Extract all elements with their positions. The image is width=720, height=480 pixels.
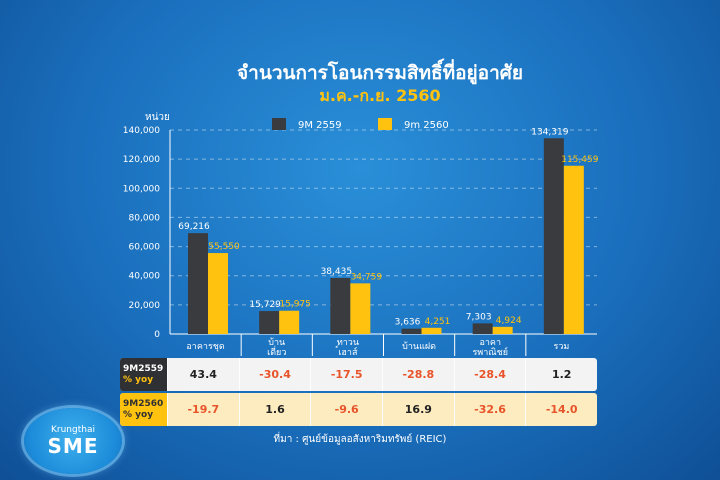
y-tick-label: 140,000 — [123, 126, 160, 136]
y-tick-label: 120,000 — [123, 155, 160, 165]
row-label-text: 9M2560 — [123, 398, 164, 409]
bar — [330, 277, 351, 334]
y-tick-label: 0 — [154, 330, 160, 340]
data-label: 3,636 — [395, 318, 421, 328]
data-label: 7,303 — [466, 312, 492, 322]
data-label: 69,216 — [178, 222, 210, 232]
table-cell: 1.2 — [525, 358, 597, 391]
data-label: 15,729 — [249, 300, 281, 310]
krungthai-sme-logo: Krungthai SME — [24, 408, 122, 474]
data-label: 15,975 — [279, 300, 311, 310]
bar — [350, 283, 371, 334]
x-tick-label: บ้าน — [268, 337, 285, 348]
data-label: 4,251 — [425, 317, 451, 327]
x-tick-label: รพาณิชย์ — [472, 346, 508, 358]
yoy-row-2560: 9M2560 % yoy -19.7 1.6 -9.6 16.9 -32.6 -… — [120, 393, 597, 426]
x-tick-label: อาคา — [479, 338, 501, 348]
table-cell: -32.6 — [453, 393, 526, 426]
table-cell: -19.7 — [167, 393, 239, 426]
bar — [472, 323, 493, 334]
bar — [543, 138, 564, 334]
y-tick-label: 80,000 — [129, 213, 161, 223]
source-note: ที่มา : ศูนย์ข้อมูลอสังหาริมทรัพย์ (REIC… — [273, 434, 447, 445]
y-tick-label: 40,000 — [129, 272, 161, 282]
table-cell: -28.8 — [382, 358, 454, 391]
row-label-sub: % yoy — [123, 409, 154, 420]
x-tick-label: บ้านแฝด — [402, 341, 436, 352]
legend-swatch — [378, 118, 392, 130]
x-tick-label: อาคารชุด — [186, 342, 224, 352]
x-tick-label: ์เฮาส์ — [335, 345, 358, 358]
bar — [188, 233, 208, 334]
bar — [563, 165, 584, 334]
table-cell: -28.4 — [453, 358, 526, 391]
data-label: 55,550 — [208, 242, 240, 252]
legend-label: 9m 2560 — [404, 120, 449, 131]
table-cell: -14.0 — [525, 393, 597, 426]
x-tick-label: รวม — [554, 342, 570, 352]
bar — [401, 328, 422, 334]
row-label-2559: 9M2559 % yoy — [120, 358, 167, 391]
table-cell: 1.6 — [238, 393, 311, 426]
data-label: 4,924 — [496, 316, 522, 326]
y-tick-label: 100,000 — [123, 184, 160, 194]
data-label: 38,435 — [321, 267, 353, 277]
row-label-sub: % yoy — [123, 374, 154, 385]
row-label-text: 9M2559 — [123, 363, 164, 374]
table-cell: -30.4 — [238, 358, 311, 391]
logo-main-text: SME — [47, 434, 99, 458]
bar — [208, 253, 228, 334]
table-cell: -17.5 — [310, 358, 382, 391]
chart-subtitle: ม.ค.-ก.ย. 2560 — [319, 86, 441, 105]
x-tick-label: เดี่ยว — [267, 345, 286, 358]
row-label-2560: 9M2560 % yoy — [120, 393, 167, 426]
legend-label: 9M 2559 — [298, 120, 342, 131]
table-cell: 43.4 — [167, 358, 239, 391]
table-cell: 16.9 — [382, 393, 454, 426]
table-cell: -9.6 — [310, 393, 382, 426]
y-tick-label: 20,000 — [129, 301, 161, 311]
yoy-row-2559: 9M2559 % yoy 43.4 -30.4 -17.5 -28.8 -28.… — [120, 358, 597, 391]
x-tick-label: ทาวน — [337, 338, 359, 348]
bar-chart: หน่วย 0 20,000 40,000 60,000 80,000 100,000 120… — [123, 112, 599, 358]
bar — [421, 327, 442, 334]
bar — [259, 311, 280, 334]
y-axis-label: หน่วย — [145, 112, 170, 123]
data-label: 115,459 — [561, 155, 598, 165]
logo-top-text: Krungthai — [51, 425, 95, 435]
legend-swatch — [272, 118, 286, 130]
chart-title: จำนวนการโอนกรรมสิทธิ์ที่อยู่อาศัย — [237, 62, 523, 84]
data-label: 134,319 — [531, 127, 568, 137]
bar — [492, 326, 513, 334]
data-label: 34,759 — [351, 272, 383, 282]
bar — [279, 310, 300, 334]
y-tick-label: 60,000 — [129, 243, 161, 253]
